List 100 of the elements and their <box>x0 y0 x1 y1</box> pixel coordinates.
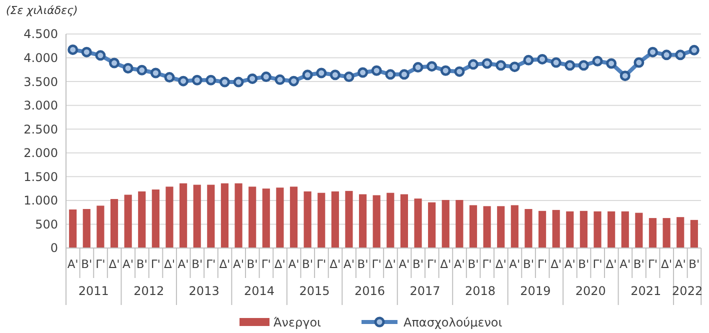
x-tick-label: Δ' <box>550 257 562 271</box>
point <box>454 66 465 77</box>
bar <box>318 192 326 248</box>
legend-label: Απασχολούμενοι <box>404 316 502 330</box>
bar <box>248 186 256 248</box>
point <box>620 70 630 82</box>
x-tick-label: Β' <box>412 257 424 271</box>
bar <box>262 188 270 248</box>
bar <box>552 210 560 248</box>
x-tick-label: Α' <box>620 257 631 271</box>
y-tick-label: 2.000 <box>24 146 58 160</box>
point <box>288 76 299 86</box>
point <box>675 50 686 60</box>
text: 2018 <box>464 284 496 298</box>
point <box>398 69 410 80</box>
x-tick-label: Β' <box>136 257 148 271</box>
x-tick-label: Δ' <box>164 257 175 271</box>
x-tick-label: Β' <box>302 257 314 271</box>
bar <box>207 184 215 248</box>
bar <box>400 194 408 248</box>
x-tick-label: Γ' <box>482 257 492 271</box>
bar <box>648 218 657 248</box>
bar <box>497 206 505 248</box>
bar <box>358 194 367 248</box>
bar <box>676 217 684 248</box>
point <box>371 65 382 76</box>
point <box>688 44 700 56</box>
x-tick-label: Γ' <box>537 257 548 271</box>
bar <box>690 220 698 248</box>
bar <box>331 191 339 248</box>
text: 2011 <box>78 284 109 298</box>
point <box>219 76 230 88</box>
point <box>592 56 603 66</box>
bar <box>179 183 188 248</box>
point <box>509 62 520 72</box>
x-tick-label: Δ' <box>330 257 341 271</box>
bar <box>442 200 450 248</box>
point <box>81 46 92 58</box>
text: 2015 <box>299 284 330 298</box>
point <box>122 62 134 74</box>
x-tick-label: Α' <box>343 257 354 271</box>
point <box>233 76 244 88</box>
point <box>550 57 562 68</box>
x-tick-label: Β' <box>468 257 479 271</box>
x-tick-label: Δ' <box>108 257 120 271</box>
point <box>192 74 202 86</box>
text: 2014 <box>244 284 275 298</box>
bar <box>524 209 532 248</box>
bar <box>110 199 118 248</box>
bar <box>166 186 174 248</box>
y-tick-label: 4.000 <box>24 50 58 65</box>
bar <box>662 218 670 248</box>
text: 2017 <box>410 284 440 298</box>
x-tick-label: Γ' <box>372 257 382 271</box>
point <box>358 67 368 78</box>
bar <box>608 211 616 248</box>
point <box>578 60 589 71</box>
text: 2019 <box>520 284 551 298</box>
x-tick-label: Δ' <box>495 257 506 271</box>
y-tick-label: 1.500 <box>24 170 58 184</box>
bar <box>124 194 132 248</box>
bar <box>152 190 160 248</box>
bar <box>96 206 104 248</box>
x-tick-label: Δ' <box>661 257 672 271</box>
point <box>247 73 258 84</box>
x-tick-label: Β' <box>633 257 644 271</box>
x-tick-label: Α' <box>67 257 78 271</box>
text: 2021 <box>630 284 662 298</box>
x-tick-label: Δ' <box>606 257 617 271</box>
point <box>316 68 327 78</box>
point <box>330 70 340 80</box>
x-tick-label: Γ' <box>150 257 160 271</box>
x-tick-label: Γ' <box>427 257 437 271</box>
y-tick-label: 1.000 <box>24 194 58 208</box>
y-tick-label: 3.500 <box>24 74 58 89</box>
x-tick-label: Α' <box>509 257 520 271</box>
point <box>412 62 424 73</box>
y-tick-label: 2.500 <box>24 122 58 136</box>
point <box>68 44 78 55</box>
x-tick-label: Γ' <box>96 257 106 271</box>
point <box>136 64 148 76</box>
point <box>150 68 161 78</box>
point <box>164 72 175 83</box>
bar <box>304 191 312 248</box>
x-tick-label: Α' <box>564 257 576 271</box>
bar <box>428 202 436 248</box>
x-tick-label: Β' <box>578 257 590 271</box>
point <box>440 65 451 76</box>
bar <box>580 210 588 248</box>
bar <box>234 183 242 248</box>
x-tick-label: Γ' <box>316 257 326 271</box>
x-tick-label: Β' <box>192 257 203 271</box>
x-tick-label: Α' <box>398 257 410 271</box>
y-tick-label: 3.000 <box>24 98 58 113</box>
point <box>647 46 658 58</box>
x-tick-label: Α' <box>674 257 686 271</box>
point <box>426 61 438 72</box>
point <box>537 54 548 64</box>
text: 2022 <box>672 284 703 298</box>
x-tick-label: Δ' <box>219 257 230 271</box>
